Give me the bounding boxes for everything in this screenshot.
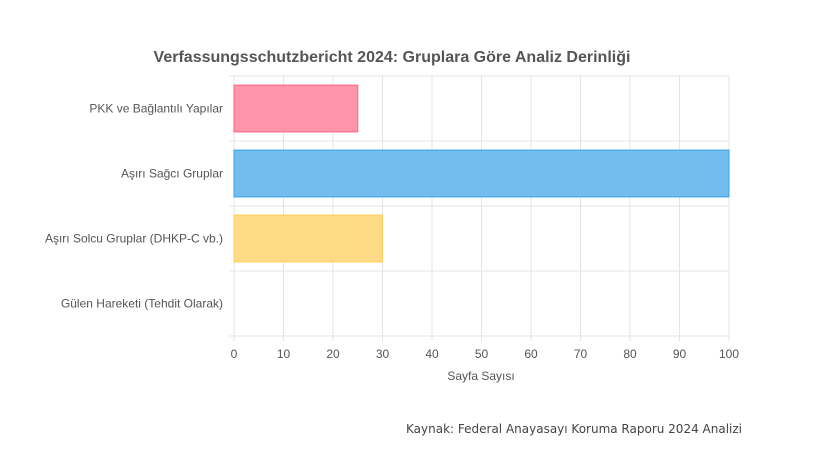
x-tick-label: 100 <box>719 347 739 361</box>
x-tick-label: 30 <box>376 347 390 361</box>
bar <box>233 149 730 198</box>
bar <box>233 214 383 263</box>
x-tick-label: 40 <box>425 347 439 361</box>
chart-title: Verfassungsschutzbericht 2024: Gruplara … <box>154 49 631 66</box>
x-tick-label: 50 <box>475 347 489 361</box>
grid <box>229 75 730 341</box>
x-tick-label: 60 <box>524 347 538 361</box>
x-tick-label: 10 <box>277 347 291 361</box>
source-note: Kaynak: Federal Anayasayı Koruma Raporu … <box>406 422 742 436</box>
category-label: Aşırı Sağcı Gruplar <box>121 167 223 181</box>
category-label: Aşırı Solcu Gruplar (DHKP-C vb.) <box>45 232 223 246</box>
x-tick-label: 80 <box>623 347 637 361</box>
x-tick-label: 0 <box>231 347 238 361</box>
x-tick-labels: 0 10 20 30 40 50 60 70 80 90 100 <box>231 347 740 361</box>
x-tick-label: 90 <box>673 347 687 361</box>
x-axis-title: Sayfa Sayısı <box>447 369 514 383</box>
bars <box>233 84 730 263</box>
category-labels: PKK ve Bağlantılı Yapılar Aşırı Sağcı Gru… <box>45 102 223 311</box>
category-label: Gülen Hareketi (Tehdit Olarak) <box>61 297 223 311</box>
x-tick-label: 70 <box>574 347 588 361</box>
x-tick-label: 20 <box>326 347 340 361</box>
bar <box>233 84 359 133</box>
category-label: PKK ve Bağlantılı Yapılar <box>89 102 223 116</box>
